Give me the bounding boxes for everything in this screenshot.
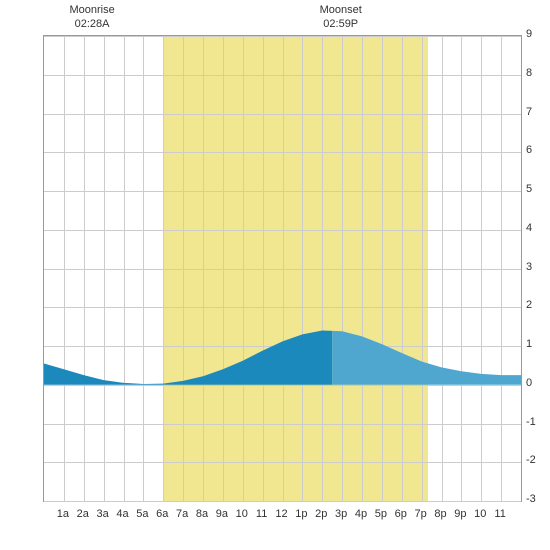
y-tick-label: -2 — [526, 454, 546, 466]
x-tick-label: 11 — [490, 508, 510, 520]
y-tick-label: 4 — [526, 222, 546, 234]
x-tick-label: 3p — [331, 508, 351, 520]
x-tick-label: 8p — [431, 508, 451, 520]
x-tick-label: 9a — [212, 508, 232, 520]
x-tick-label: 12 — [272, 508, 292, 520]
plot-area — [43, 35, 522, 502]
y-tick-label: 5 — [526, 183, 546, 195]
x-tick-label: 7a — [172, 508, 192, 520]
moonrise-label: Moonrise — [62, 4, 122, 16]
moonset-label: Moonset — [311, 4, 371, 16]
x-tick-label: 7p — [411, 508, 431, 520]
moonset-time: 02:59P — [311, 18, 371, 30]
y-tick-label: 2 — [526, 299, 546, 311]
y-tick-label: 6 — [526, 144, 546, 156]
x-tick-label: 4a — [113, 508, 133, 520]
x-tick-label: 2p — [311, 508, 331, 520]
y-tick-label: 9 — [526, 28, 546, 40]
x-tick-label: 11 — [252, 508, 272, 520]
x-tick-label: 6a — [152, 508, 172, 520]
y-tick-label: -1 — [526, 416, 546, 428]
x-tick-label: 8a — [192, 508, 212, 520]
y-tick-label: 3 — [526, 261, 546, 273]
x-tick-label: 5a — [132, 508, 152, 520]
moonrise-time: 02:28A — [62, 18, 122, 30]
tide-area — [44, 36, 521, 501]
x-tick-label: 5p — [371, 508, 391, 520]
y-tick-label: 0 — [526, 377, 546, 389]
y-tick-label: -3 — [526, 493, 546, 505]
x-tick-label: 6p — [391, 508, 411, 520]
tide-chart: 1a2a3a4a5a6a7a8a9a1011121p2p3p4p5p6p7p8p… — [0, 0, 550, 550]
x-tick-label: 10 — [232, 508, 252, 520]
x-tick-label: 10 — [470, 508, 490, 520]
x-tick-label: 3a — [93, 508, 113, 520]
x-tick-label: 1a — [53, 508, 73, 520]
y-tick-label: 8 — [526, 67, 546, 79]
y-tick-label: 1 — [526, 338, 546, 350]
y-tick-label: 7 — [526, 106, 546, 118]
x-tick-label: 1p — [291, 508, 311, 520]
x-tick-label: 4p — [351, 508, 371, 520]
x-tick-label: 2a — [73, 508, 93, 520]
x-tick-label: 9p — [450, 508, 470, 520]
grid-h — [44, 501, 521, 502]
